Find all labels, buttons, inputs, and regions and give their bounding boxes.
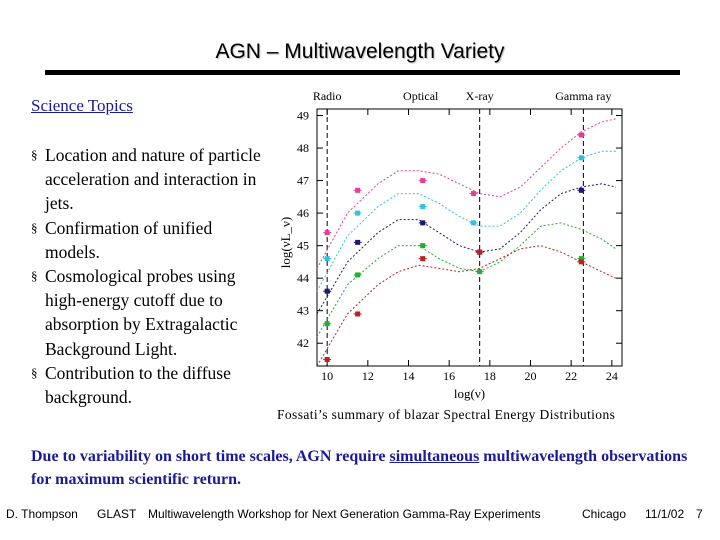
- bullet-text: Confirmation of unified models.: [45, 217, 213, 262]
- x-tick-label: 10: [321, 369, 333, 383]
- bullet-item: § Location and nature of particle acceler…: [31, 143, 266, 216]
- data-point: [355, 272, 361, 278]
- series-curve-bin-2: [316, 150, 616, 292]
- data-point: [420, 243, 426, 249]
- y-tick-label: 46: [297, 206, 309, 220]
- bullet-marker: §: [31, 364, 38, 380]
- conclusion-part-2: multiwavelength observations for maximum…: [31, 448, 688, 488]
- footer-place: Chicago: [582, 507, 627, 521]
- data-point: [355, 239, 361, 245]
- series-curve-bin-5: [316, 245, 617, 367]
- data-point: [355, 311, 361, 317]
- data-point: [578, 155, 584, 161]
- data-point: [578, 132, 584, 138]
- series-curve-bin-4: [316, 222, 617, 337]
- data-point: [420, 204, 426, 210]
- x-tick-label: 22: [565, 369, 577, 383]
- y-tick-label: 43: [297, 304, 309, 318]
- series-curve-bin-3: [316, 183, 617, 315]
- data-point: [477, 269, 483, 275]
- plot-caption: Fossati’s summary of blazar Spectral Ene…: [277, 407, 616, 422]
- slide-footer: D. Thompson GLAST Multiwavelength Worksh…: [0, 507, 720, 525]
- band-label: Optical: [403, 89, 439, 103]
- band-label: X-ray: [466, 89, 494, 103]
- conclusion-part-1: Due to variability on short time scales,…: [31, 448, 390, 465]
- data-point: [471, 220, 477, 226]
- bullet-marker: §: [31, 147, 38, 162]
- data-point: [477, 249, 483, 255]
- conclusion-underlined: simultaneous: [389, 448, 480, 465]
- science-topics-list: § Location and nature of particle acceler…: [31, 143, 266, 409]
- data-point: [578, 256, 584, 262]
- y-tick-label: 42: [297, 336, 309, 350]
- bullet-item: § Contribution to the diffuse background.: [31, 361, 266, 409]
- data-point: [420, 220, 426, 226]
- data-point: [578, 259, 584, 265]
- band-label: Gamma ray: [555, 89, 611, 103]
- footer-page-number: 7: [696, 507, 703, 521]
- data-point: [324, 230, 330, 236]
- bullet-marker: §: [31, 268, 38, 284]
- footer-workshop: Multiwavelength Workshop for Next Genera…: [148, 507, 541, 521]
- data-point: [324, 321, 330, 327]
- x-tick-label: 14: [403, 369, 415, 383]
- y-tick-label: 47: [297, 174, 309, 188]
- x-tick-label: 12: [362, 369, 374, 383]
- x-tick-label: 20: [525, 369, 537, 383]
- data-point: [355, 187, 361, 193]
- data-point: [324, 256, 330, 262]
- data-point: [420, 256, 426, 262]
- conclusion-text: Due to variability on short time scales,…: [31, 445, 691, 491]
- y-tick-label: 49: [297, 109, 309, 123]
- science-topics-heading: Science Topics: [31, 96, 133, 115]
- sed-plot: Radio Optical X-ray Gamma ray 10 12 14 16 18 20 22…: [262, 84, 642, 410]
- bullet-text: Cosmological probes using high-energy cu…: [45, 266, 238, 359]
- y-axis-label: log(νL_ν): [278, 217, 293, 268]
- plot-frame: [316, 108, 623, 367]
- band-label: Radio: [313, 89, 342, 103]
- series-curve-bin-1: [316, 118, 617, 269]
- bullet-marker: §: [31, 219, 38, 235]
- bullet-text: Location and nature of particle accelera…: [45, 145, 261, 214]
- title-divider: [45, 70, 680, 75]
- bullet-item: § Cosmological probes using high-energy c…: [31, 264, 266, 361]
- data-point: [324, 288, 330, 294]
- data-point: [471, 191, 477, 197]
- bullet-text: Contribution to the diffuse background.: [45, 362, 231, 408]
- data-point: [355, 210, 361, 216]
- footer-date: 11/1/02: [645, 507, 685, 521]
- data-point: [420, 178, 426, 184]
- x-tick-label: 24: [606, 369, 618, 383]
- y-tick-label: 48: [297, 141, 309, 155]
- data-point: [324, 356, 330, 362]
- slide-title: AGN – Multiwavelength Variety: [215, 40, 505, 63]
- y-tick-label: 45: [297, 239, 309, 253]
- y-tick-label: 44: [297, 271, 309, 285]
- footer-author: D. Thompson: [6, 507, 78, 521]
- x-tick-label: 16: [443, 369, 455, 383]
- sed-plot-svg: Radio Optical X-ray Gamma ray 10 12 14 16 18 20 22…: [278, 89, 623, 401]
- x-axis-label: log(ν): [454, 386, 485, 401]
- x-tick-label: 18: [484, 369, 496, 383]
- data-point: [578, 187, 584, 193]
- bullet-item: § Confirmation of unified models.: [31, 216, 266, 264]
- footer-mission: GLAST: [97, 507, 137, 521]
